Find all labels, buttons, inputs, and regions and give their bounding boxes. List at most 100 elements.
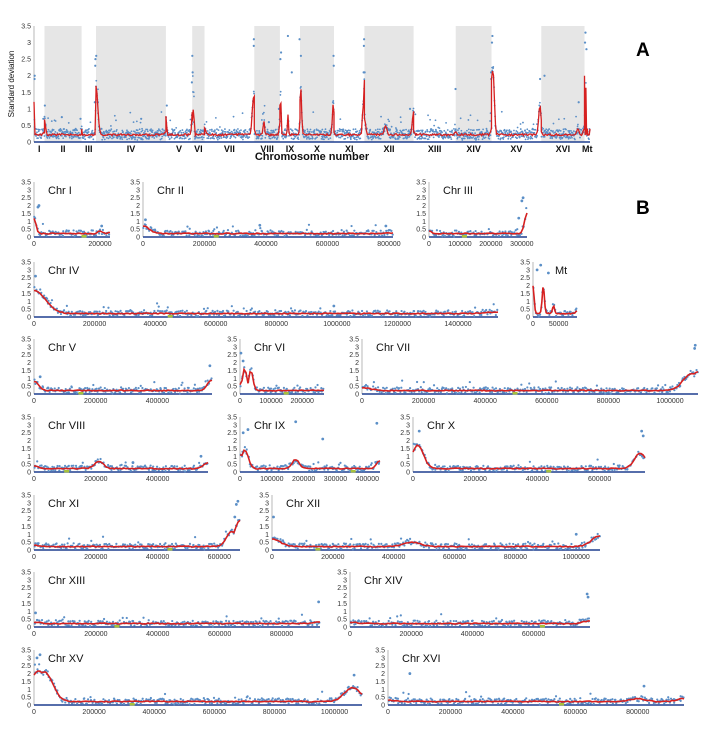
data-point	[92, 383, 95, 387]
data-point	[454, 123, 456, 126]
data-point	[494, 387, 498, 390]
data-point	[173, 137, 176, 140]
data-point	[421, 137, 424, 139]
data-point	[427, 138, 430, 141]
data-point	[266, 128, 269, 131]
data-point	[508, 620, 511, 623]
data-point	[497, 234, 501, 238]
data-point	[348, 234, 352, 237]
x-axis-title: Chromosome number	[255, 151, 370, 163]
data-point	[261, 137, 263, 140]
data-point	[216, 309, 219, 312]
data-point	[583, 541, 586, 544]
x-tick-label: 400000	[254, 241, 277, 248]
x-tick-label: 300000	[510, 241, 533, 248]
data-point	[469, 469, 473, 472]
y-tick-label: 0.5	[416, 227, 426, 234]
data-point	[329, 137, 332, 139]
y-tick-label: 1.5	[21, 601, 31, 608]
data-point	[306, 128, 309, 131]
data-point	[123, 543, 127, 546]
data-point	[164, 387, 168, 390]
data-point	[357, 619, 361, 623]
data-point	[365, 310, 369, 313]
data-point	[210, 128, 213, 131]
data-point	[427, 620, 431, 623]
data-point	[519, 131, 521, 134]
data-point	[84, 387, 87, 390]
data-point	[72, 229, 75, 232]
data-point	[338, 136, 340, 139]
data-point	[61, 134, 63, 137]
data-point	[220, 620, 223, 624]
outlier-point	[539, 263, 543, 267]
data-point	[420, 391, 423, 394]
data-point	[475, 137, 478, 140]
data-point	[160, 137, 163, 140]
data-point	[241, 619, 244, 623]
data-point	[33, 286, 36, 289]
data-point	[115, 128, 118, 131]
data-point	[301, 314, 304, 317]
y-tick-label: 1.5	[21, 446, 31, 453]
data-point	[430, 128, 433, 130]
centromere-marker	[114, 625, 120, 628]
data-point	[483, 624, 487, 627]
data-point	[162, 391, 166, 394]
data-point	[279, 90, 282, 93]
data-point	[325, 130, 327, 133]
outlier-point	[239, 351, 243, 355]
data-point	[326, 136, 328, 139]
data-point	[100, 232, 104, 236]
data-point	[269, 619, 272, 623]
data-point	[317, 310, 320, 313]
chromosome-label: VII	[224, 144, 235, 154]
data-point	[498, 130, 501, 133]
data-point	[155, 302, 159, 305]
data-point	[458, 624, 462, 627]
data-point	[107, 699, 111, 702]
data-point	[464, 385, 468, 389]
data-point	[440, 613, 443, 616]
data-point	[35, 135, 37, 137]
outlier-point	[191, 54, 194, 57]
data-point	[385, 124, 388, 126]
data-point	[284, 128, 287, 131]
data-point	[63, 616, 66, 619]
chromosome-label: XI	[345, 144, 354, 154]
data-point	[689, 369, 692, 373]
data-point	[50, 469, 53, 472]
y-tick-label: 3.5	[21, 337, 31, 344]
data-point	[461, 309, 464, 313]
outlier-point	[299, 54, 303, 57]
data-point	[383, 233, 386, 237]
data-point	[524, 542, 527, 545]
data-point	[191, 619, 194, 622]
data-point	[549, 465, 552, 468]
data-point	[494, 313, 497, 317]
data-point	[390, 229, 393, 232]
data-point	[102, 617, 106, 621]
data-point	[191, 75, 194, 77]
outlier-point	[693, 347, 697, 350]
data-point	[459, 136, 461, 138]
data-point	[131, 620, 135, 623]
data-point	[653, 391, 656, 394]
y-tick-label: 3.5	[520, 260, 530, 267]
data-point	[237, 128, 239, 130]
chart-chr-ii: 00.511.522.533.50 200000 400000 600000 80000…	[130, 180, 400, 249]
y-tick-label: 0	[27, 140, 31, 147]
data-point	[474, 229, 477, 233]
y-tick-label: 2.5	[21, 57, 31, 64]
data-point	[76, 129, 78, 132]
data-point	[180, 383, 183, 387]
data-point	[258, 620, 261, 623]
data-point	[420, 129, 422, 132]
data-point	[222, 229, 225, 232]
y-tick-label: 1	[233, 454, 237, 461]
data-point	[364, 542, 367, 545]
data-point	[138, 136, 141, 139]
data-point	[366, 385, 369, 388]
x-tick-label: 800000	[270, 631, 293, 638]
data-point	[501, 543, 504, 546]
